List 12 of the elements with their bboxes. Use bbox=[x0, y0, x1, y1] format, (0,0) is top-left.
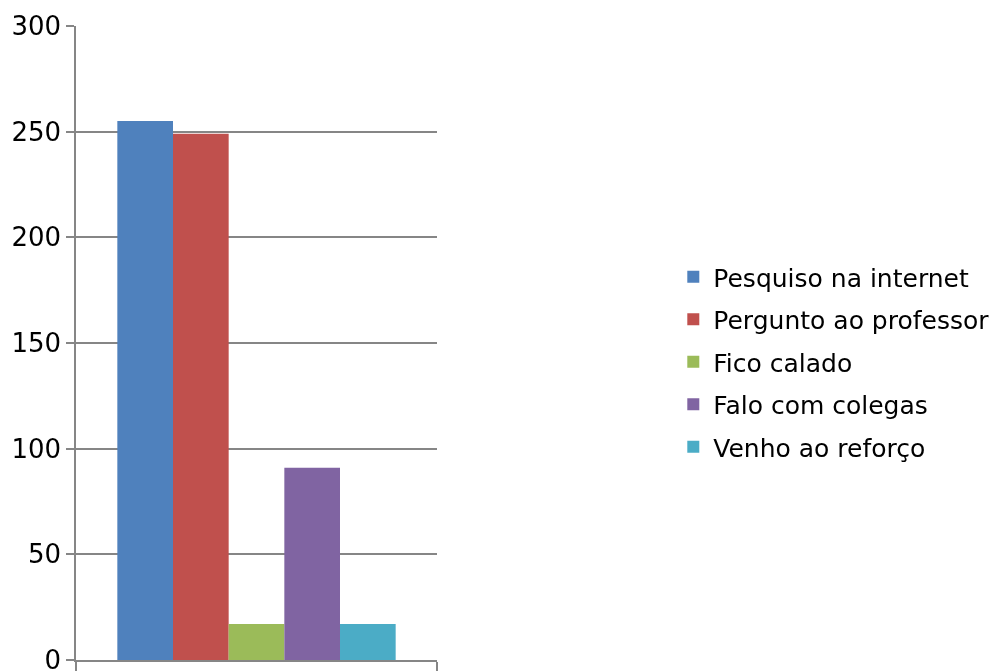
y-tick-label: 200 bbox=[11, 222, 62, 253]
y-tick-label: 250 bbox=[11, 116, 62, 147]
y-tick-label: 100 bbox=[11, 433, 62, 464]
legend-label: Fico calado bbox=[713, 348, 853, 378]
y-tick-label: 300 bbox=[11, 11, 62, 42]
legend-label: Venho ao reforço bbox=[713, 433, 926, 463]
y-tick-label: 150 bbox=[11, 328, 62, 359]
legend-label: Falo com colegas bbox=[713, 391, 928, 421]
legend-label: Pergunto ao professor bbox=[713, 306, 990, 336]
legend-label: Pesquiso na internet bbox=[713, 263, 969, 293]
y-tick-label: 50 bbox=[27, 539, 62, 570]
y-tick-label: 0 bbox=[44, 645, 62, 671]
